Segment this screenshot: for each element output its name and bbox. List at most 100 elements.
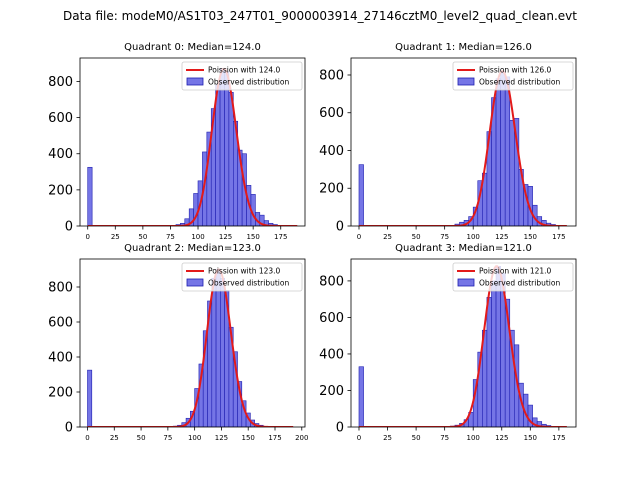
histogram-bar <box>495 78 501 226</box>
histogram-bar <box>215 84 221 226</box>
y-tick-label: 600 <box>319 311 344 326</box>
quadrant-panels: 0 25 50 75 100 125 150 175 0 200 400 600 800 Quadrant… <box>48 42 577 442</box>
x-tick-label: 200 <box>295 434 308 442</box>
quadrant-2-chart: 0 25 50 75 100 125 150 175 200 0 200 400 600 800 Quadr… <box>48 243 308 442</box>
y-tick-label: 800 <box>48 75 73 90</box>
legend-poisson-label: Poission with 123.0 <box>208 267 281 276</box>
x-tick-label: 175 <box>274 233 287 241</box>
poisson-curve <box>358 265 567 427</box>
y-tick-label: 0 <box>65 421 73 436</box>
quadrant-3-chart: 0 25 50 75 100 125 150 175 0 200 400 600 800 Quadrant… <box>319 243 577 442</box>
y-tick-label: 800 <box>319 274 344 289</box>
y-tick-label: 400 <box>319 347 344 362</box>
x-tick-label: 25 <box>383 233 392 241</box>
figure-suptitle: Data file: modeM0/AS1T03_247T01_90000039… <box>63 9 577 23</box>
legend-bar-swatch <box>186 77 204 86</box>
quadrant-title: Quadrant 0: Median=124.0 <box>124 42 261 53</box>
y-tick-label: 0 <box>336 421 344 436</box>
x-tick-label: 25 <box>110 434 119 442</box>
axes-frame <box>79 258 306 428</box>
y-tick-label: 200 <box>48 183 73 198</box>
y-tick-label: 400 <box>48 351 73 366</box>
y-tick-label: 600 <box>48 111 73 126</box>
y-tick-label: 600 <box>48 316 73 331</box>
quadrant-0-data <box>87 67 298 226</box>
legend-bar-swatch <box>457 278 475 287</box>
quadrant-title: Quadrant 1: Median=126.0 <box>395 42 532 53</box>
x-tick-label: 100 <box>188 434 201 442</box>
histogram-bar <box>509 119 515 226</box>
legend-poisson-label: Poission with 126.0 <box>479 66 552 75</box>
legend: Poission with 123.0 Observed distribution <box>181 262 303 292</box>
x-tick-label: 50 <box>412 434 421 442</box>
x-tick-label: 150 <box>524 233 537 241</box>
x-tick-label: 0 <box>85 434 89 442</box>
poisson-curve <box>87 67 298 226</box>
histogram-bar <box>486 297 492 427</box>
legend-observed-label: Observed distribution <box>479 78 560 87</box>
histogram-bar <box>220 277 225 427</box>
x-tick-label: 75 <box>166 233 175 241</box>
histogram-bar <box>193 193 199 226</box>
poisson-curve <box>87 268 294 427</box>
x-tick-label: 25 <box>111 233 120 241</box>
x-tick-label: 50 <box>137 434 146 442</box>
x-tick-label: 125 <box>495 233 508 241</box>
x-tick-label: 150 <box>246 233 259 241</box>
x-tick-label: 0 <box>357 434 361 442</box>
y-tick-label: 0 <box>65 220 73 235</box>
y-tick-label: 800 <box>48 281 73 296</box>
axes-frame <box>350 57 577 227</box>
histogram-bar <box>224 71 230 226</box>
legend: Poission with 126.0 Observed distribution <box>452 61 574 91</box>
x-tick-label: 50 <box>138 233 147 241</box>
y-tick-label: 800 <box>319 68 344 83</box>
y-tick-label: 200 <box>48 386 73 401</box>
x-tick-label: 100 <box>467 233 480 241</box>
x-tick-label: 150 <box>242 434 255 442</box>
quadrant-title: Quadrant 2: Median=123.0 <box>124 243 261 254</box>
y-tick-label: 200 <box>319 384 344 399</box>
legend-box <box>181 61 303 91</box>
legend-observed-label: Observed distribution <box>208 279 289 288</box>
histogram-bar <box>87 369 93 427</box>
x-tick-label: 125 <box>495 434 508 442</box>
axes-frame <box>350 258 577 428</box>
histogram-bar <box>228 92 234 226</box>
histogram-bar <box>491 280 497 427</box>
histogram-bar <box>358 366 364 427</box>
x-tick-label: 125 <box>219 233 232 241</box>
x-tick-label: 75 <box>440 233 449 241</box>
legend-box <box>452 61 574 91</box>
x-tick-label: 0 <box>85 233 89 241</box>
histogram-bar <box>504 76 511 226</box>
x-tick-label: 175 <box>268 434 281 442</box>
x-tick-label: 50 <box>412 233 421 241</box>
x-tick-label: 150 <box>524 434 537 442</box>
quadrant-0-chart: 0 25 50 75 100 125 150 175 0 200 400 600 800 Quadrant… <box>48 42 306 241</box>
legend-box <box>181 262 303 292</box>
x-tick-label: 100 <box>191 233 204 241</box>
histogram-bar <box>87 166 93 226</box>
axes-frame <box>79 57 306 227</box>
histogram-bar <box>358 164 364 226</box>
legend-poisson-label: Poission with 124.0 <box>208 66 281 75</box>
x-tick-label: 75 <box>163 434 172 442</box>
y-tick-label: 0 <box>336 220 344 235</box>
x-tick-label: 100 <box>467 434 480 442</box>
legend-box <box>452 262 574 292</box>
y-tick-label: 400 <box>319 144 344 159</box>
legend-observed-label: Observed distribution <box>208 78 289 87</box>
quadrant-1-data <box>358 70 567 226</box>
histogram-bar <box>219 68 225 226</box>
x-tick-label: 25 <box>383 434 392 442</box>
x-tick-label: 125 <box>215 434 228 442</box>
histogram-bar <box>215 269 221 427</box>
x-tick-label: 175 <box>552 233 565 241</box>
quadrant-2-data <box>87 268 294 427</box>
legend: Poission with 121.0 Observed distribution <box>452 262 574 292</box>
histogram-bar <box>211 277 217 427</box>
legend-bar-swatch <box>186 278 204 287</box>
legend-poisson-label: Poission with 121.0 <box>479 267 552 276</box>
